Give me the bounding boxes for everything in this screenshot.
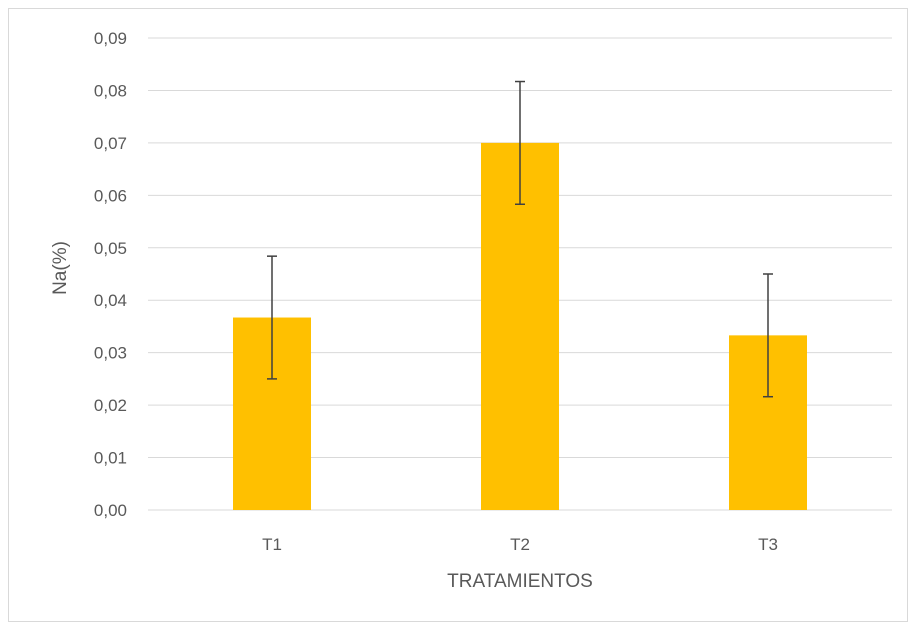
y-tick-label: 0,04 [94,291,127,310]
error-bar [763,273,773,398]
x-tick-labels: T1 T2 T3 [262,535,778,554]
x-tick-label: T1 [262,535,282,554]
y-tick-label: 0,07 [94,134,127,153]
y-tick-label: 0,08 [94,81,127,100]
y-tick-label: 0,02 [94,396,127,415]
error-bar [515,80,525,205]
y-tick-labels: 0,00 0,01 0,02 0,03 0,04 0,05 0,06 0,07 0,08 0,09 [94,29,127,520]
y-tick-label: 0,00 [94,501,127,520]
y-tick-label: 0,09 [94,29,127,48]
error-bar [267,255,277,380]
y-tick-label: 0,03 [94,344,127,363]
chart-frame [8,8,908,622]
error-bars [267,80,773,398]
y-axis-title: Na(%) [50,241,71,295]
y-tick-label: 0,06 [94,186,127,205]
y-tick-label: 0,05 [94,239,127,258]
x-tick-label: T2 [510,535,530,554]
x-tick-label: T3 [758,535,778,554]
x-axis-title: TRATAMIENTOS [447,571,593,592]
y-tick-label: 0,01 [94,449,127,468]
